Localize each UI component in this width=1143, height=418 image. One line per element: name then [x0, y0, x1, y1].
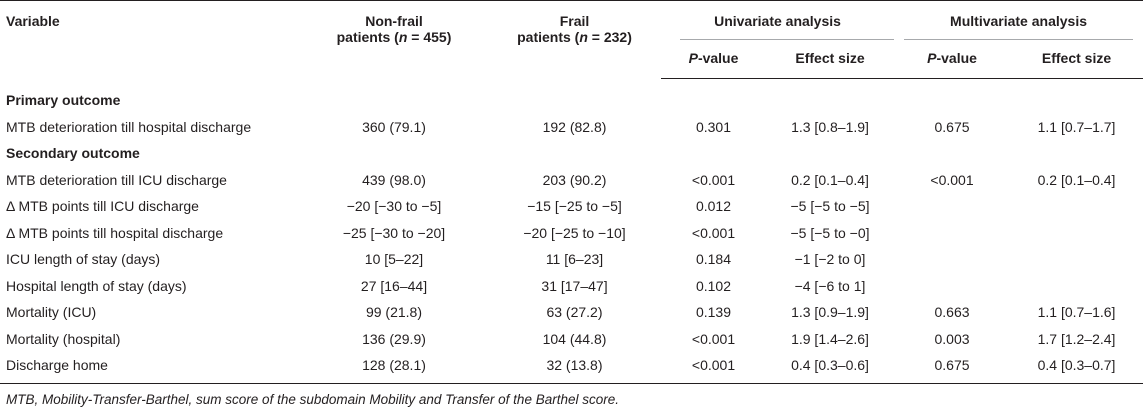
cell-nonfrail: 10 [5–22] [364, 251, 424, 268]
cell-uni-p: 0.012 [695, 198, 732, 215]
cell-frail: 192 (82.8) [542, 118, 607, 135]
cell-variable: MTB deterioration till hospital discharg… [6, 118, 252, 135]
cell-multi-es [1010, 273, 1143, 300]
table-row: ICU length of stay (days) 10 [5–22] 11 [… [0, 246, 1143, 273]
cell-variable: Δ MTB points till ICU discharge [6, 198, 199, 215]
cell-nonfrail: 27 [16–44] [360, 277, 428, 294]
cell-multi-es: 1.1 [0.7–1.7] [1037, 118, 1116, 135]
table-footnote: MTB, Mobility-Transfer-Barthel, sum scor… [6, 392, 619, 407]
cell-frail: 32 (13.8) [488, 352, 661, 384]
cell-multi-es: 1.7 [1.2–2.4] [1037, 330, 1116, 347]
cell-uni-p: <0.001 [691, 330, 736, 347]
cell-variable: ICU length of stay (days) [6, 251, 161, 268]
table-row: Discharge home 128 (28.1) 32 (13.8) <0.0… [0, 352, 1143, 384]
cell-uni-p: 0.301 [695, 118, 732, 135]
cell-uni-p: <0.001 [691, 224, 736, 241]
cell-frail: −20 [−25 to −10] [523, 224, 626, 241]
cell-uni-es: 1.3 [0.8–1.9] [791, 118, 869, 135]
cell-multi-p: <0.001 [930, 171, 974, 188]
cell-multi-p: 0.663 [934, 304, 970, 321]
cell-nonfrail: 360 (79.1) [362, 118, 426, 135]
header-uni-pvalue: P-value [661, 40, 766, 79]
header-nonfrail-line1: Non-frail [365, 13, 423, 29]
cell-multi-es [1010, 220, 1143, 247]
cell-uni-es: 1.3 [0.9–1.9] [791, 304, 869, 321]
cell-variable: MTB deterioration till ICU discharge [6, 171, 227, 188]
cell-multi-p [894, 273, 1010, 300]
cell-multi-p [894, 220, 1010, 247]
cell-frail: 63 (27.2) [546, 304, 603, 321]
cell-multi-p: 0.675 [934, 118, 970, 135]
cell-nonfrail: 99 (21.8) [365, 304, 423, 321]
table-row: Δ MTB points till hospital discharge −25… [0, 220, 1143, 247]
cell-nonfrail: −20 [−30 to −5] [346, 198, 442, 215]
cell-variable: Mortality (hospital) [6, 330, 121, 347]
cell-uni-p: 0.184 [695, 251, 732, 268]
cell-frail: 203 (90.2) [542, 171, 607, 188]
header-univariate: Univariate analysis [661, 0, 895, 40]
cell-uni-es: −5 [−5 to −0] [790, 224, 870, 241]
cell-nonfrail: −25 [−30 to −20] [342, 224, 446, 241]
header-nonfrail-line2: patients (n = 455) [336, 29, 452, 45]
cell-nonfrail: 439 (98.0) [362, 171, 426, 188]
section-row-primary: Primary outcome [0, 79, 1143, 114]
cell-frail: −15 [−25 to −5] [527, 198, 622, 215]
cell-nonfrail: 128 (28.1) [300, 352, 488, 384]
cell-multi-es: 0.2 [0.1–0.4] [1037, 171, 1116, 188]
cell-multi-p [894, 193, 1010, 220]
header-uni-effect: Effect size [766, 40, 895, 79]
table-row: MTB deterioration till ICU discharge 439… [0, 167, 1143, 194]
cell-variable: Discharge home [0, 352, 300, 384]
header-row-2: P-value Effect size P-value Effect size [0, 40, 1143, 79]
cell-frail: 104 (44.8) [542, 330, 607, 347]
cell-uni-es: −4 [−6 to 1] [794, 277, 866, 294]
cell-multi-es [1010, 193, 1143, 220]
section-secondary: Secondary outcome [6, 145, 140, 162]
cell-uni-p: <0.001 [691, 171, 736, 188]
header-frail-line2: patients (n = 232) [517, 29, 632, 45]
cell-multi-p: 0.675 [894, 352, 1011, 384]
table-row: Mortality (hospital) 136 (29.9) 104 (44.… [0, 326, 1143, 353]
table-row: MTB deterioration till hospital discharg… [0, 114, 1143, 141]
header-nonfrail: Non-frail patients (n = 455) [300, 0, 488, 79]
cell-multi-es: 1.1 [0.7–1.6] [1037, 304, 1116, 321]
cell-uni-p: 0.102 [695, 277, 732, 294]
cell-uni-es: −5 [−5 to −5] [790, 198, 870, 215]
header-multivariate: Multivariate analysis [894, 0, 1143, 40]
section-row-secondary: Secondary outcome [0, 140, 1143, 167]
results-table: Variable Non-frail patients (n = 455) Fr… [0, 0, 1143, 384]
cell-multi-es: 0.4 [0.3–0.7] [1010, 352, 1143, 384]
header-multi-effect: Effect size [1010, 40, 1143, 79]
table-row: Δ MTB points till ICU discharge −20 [−30… [0, 193, 1143, 220]
cell-frail: 11 [6–23] [545, 251, 604, 268]
cell-variable: Hospital length of stay (days) [6, 277, 187, 294]
cell-nonfrail: 136 (29.9) [362, 330, 426, 347]
cell-uni-es: 0.4 [0.3–0.6] [766, 352, 895, 384]
header-frail: Frail patients (n = 232) [488, 0, 661, 79]
section-primary: Primary outcome [6, 92, 121, 109]
cell-uni-p: 0.139 [695, 304, 732, 321]
cell-multi-p: 0.003 [934, 330, 970, 347]
cell-variable: Mortality (ICU) [6, 304, 97, 321]
header-multi-pvalue: P-value [894, 40, 1011, 79]
header-frail-line1: Frail [559, 13, 590, 29]
cell-uni-es: 1.9 [1.4–2.6] [791, 330, 869, 347]
header-variable: Variable [0, 0, 300, 79]
cell-uni-p: <0.001 [661, 352, 766, 384]
header-row-1: Variable Non-frail patients (n = 455) Fr… [0, 0, 1143, 79]
cell-uni-es: −1 [−2 to 0] [794, 251, 866, 268]
cell-variable: Δ MTB points till hospital discharge [6, 224, 224, 241]
table-row: Mortality (ICU) 99 (21.8) 63 (27.2) 0.13… [0, 299, 1143, 326]
cell-multi-p [894, 246, 1010, 273]
cell-frail: 31 [17–47] [541, 277, 608, 294]
table-row: Hospital length of stay (days) 27 [16–44… [0, 273, 1143, 300]
cell-uni-es: 0.2 [0.1–0.4] [791, 171, 869, 188]
cell-multi-es [1010, 246, 1143, 273]
